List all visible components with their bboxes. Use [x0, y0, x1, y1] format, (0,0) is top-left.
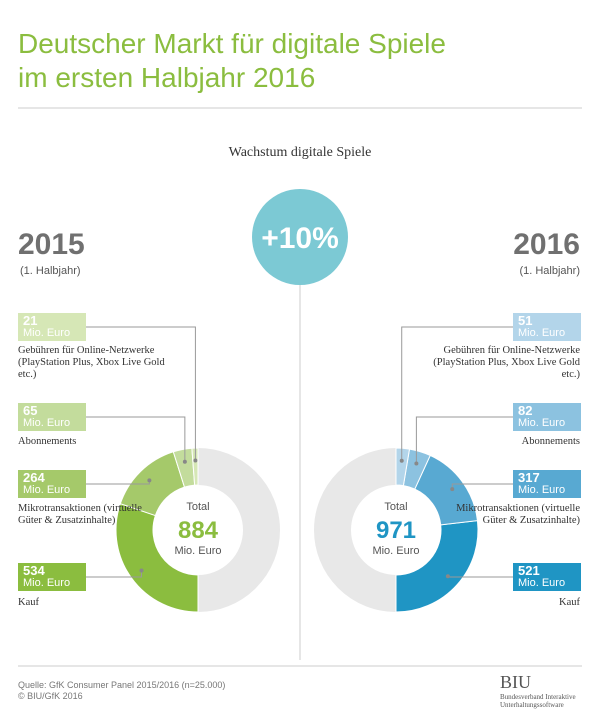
- logo: BIU Bundesverband Interaktive Unterhaltu…: [500, 672, 590, 709]
- logo-mark: BIU: [500, 672, 531, 692]
- leader-line: [86, 570, 143, 578]
- year: 2016: [513, 228, 580, 261]
- footer: Quelle: GfK Consumer Panel 2015/2016 (n=…: [18, 680, 225, 702]
- leader-line: [86, 416, 186, 462]
- total-label: Total: [186, 501, 209, 513]
- copyright: © BIU/GfK 2016: [18, 691, 83, 701]
- donut-segment: [115, 503, 199, 613]
- value-box: 65 Mio. Euro: [18, 403, 86, 431]
- category-label: Abonnements: [18, 436, 77, 447]
- growth-value: +10%: [261, 222, 339, 255]
- leader-dot: [182, 459, 187, 464]
- leader-line: [86, 326, 196, 461]
- leader-dot: [445, 574, 450, 579]
- category-label: Kauf: [559, 597, 580, 608]
- source: Quelle: GfK Consumer Panel 2015/2016 (n=…: [18, 680, 226, 690]
- value-box: 521 Mio. Euro: [513, 563, 581, 591]
- unit: Mio. Euro: [23, 577, 71, 589]
- value-label: 21: [23, 313, 38, 328]
- unit: Mio. Euro: [518, 484, 566, 496]
- value-label: 534: [23, 563, 45, 578]
- year: 2015: [18, 228, 85, 261]
- unit: Mio. Euro: [23, 417, 71, 429]
- leader-line: [415, 416, 513, 464]
- category-label: Mikrotransaktionen (virtuelle Güter & Zu…: [456, 503, 580, 526]
- total-value: 971: [376, 517, 416, 544]
- value-box: 82 Mio. Euro: [513, 403, 581, 431]
- year-subtitle: (1. Halbjahr): [519, 265, 580, 277]
- category-label: Abonnements: [521, 436, 580, 447]
- value-label: 82: [518, 403, 533, 418]
- value-label: 51: [518, 313, 533, 328]
- value-label: 317: [518, 470, 540, 485]
- value-box: 534 Mio. Euro: [18, 563, 86, 591]
- title: im ersten Halbjahr 2016: [18, 62, 316, 93]
- donut-segment: [395, 520, 479, 613]
- total-value: 884: [178, 517, 219, 544]
- value-box: 21 Mio. Euro: [18, 313, 86, 341]
- unit: Mio. Euro: [23, 484, 71, 496]
- unit: Mio. Euro: [23, 327, 71, 339]
- year-subtitle: (1. Halbjahr): [20, 265, 81, 277]
- value-box: 317 Mio. Euro: [513, 470, 581, 498]
- unit: Mio. Euro: [518, 327, 566, 339]
- value-label: 264: [23, 470, 45, 485]
- growth-label: Wachstum digitale Spiele: [228, 145, 372, 160]
- value-box: 264 Mio. Euro: [18, 470, 86, 498]
- leader-dot: [399, 458, 404, 463]
- leader-dot: [193, 458, 198, 463]
- donut-segment: [395, 447, 411, 487]
- unit: Mio. Euro: [518, 577, 566, 589]
- leader-dot: [139, 568, 144, 573]
- growth-circle: [252, 189, 348, 285]
- category-label: Kauf: [18, 597, 39, 608]
- total-unit: Mio. Euro: [174, 545, 221, 557]
- total-unit: Mio. Euro: [372, 545, 419, 557]
- logo-text: Bundesverband Interaktive Unterhaltungss…: [500, 693, 576, 709]
- category-label: Gebühren für Online-Netzwerke (PlayStati…: [433, 345, 580, 380]
- title: Deutscher Markt für digitale Spiele: [18, 28, 446, 59]
- category-label: Gebühren für Online-Netzwerke (PlayStati…: [18, 345, 165, 380]
- value-label: 65: [23, 403, 38, 418]
- leader-line: [401, 326, 513, 461]
- value-box: 51 Mio. Euro: [513, 313, 581, 341]
- leader-dot: [414, 461, 419, 466]
- leader-dot: [450, 487, 455, 492]
- value-label: 521: [518, 563, 540, 578]
- unit: Mio. Euro: [518, 417, 566, 429]
- total-label: Total: [384, 501, 407, 513]
- category-label: Mikrotransaktionen (virtuelle Güter & Zu…: [18, 503, 142, 526]
- donut-segment: [191, 447, 199, 486]
- leader-dot: [147, 478, 152, 483]
